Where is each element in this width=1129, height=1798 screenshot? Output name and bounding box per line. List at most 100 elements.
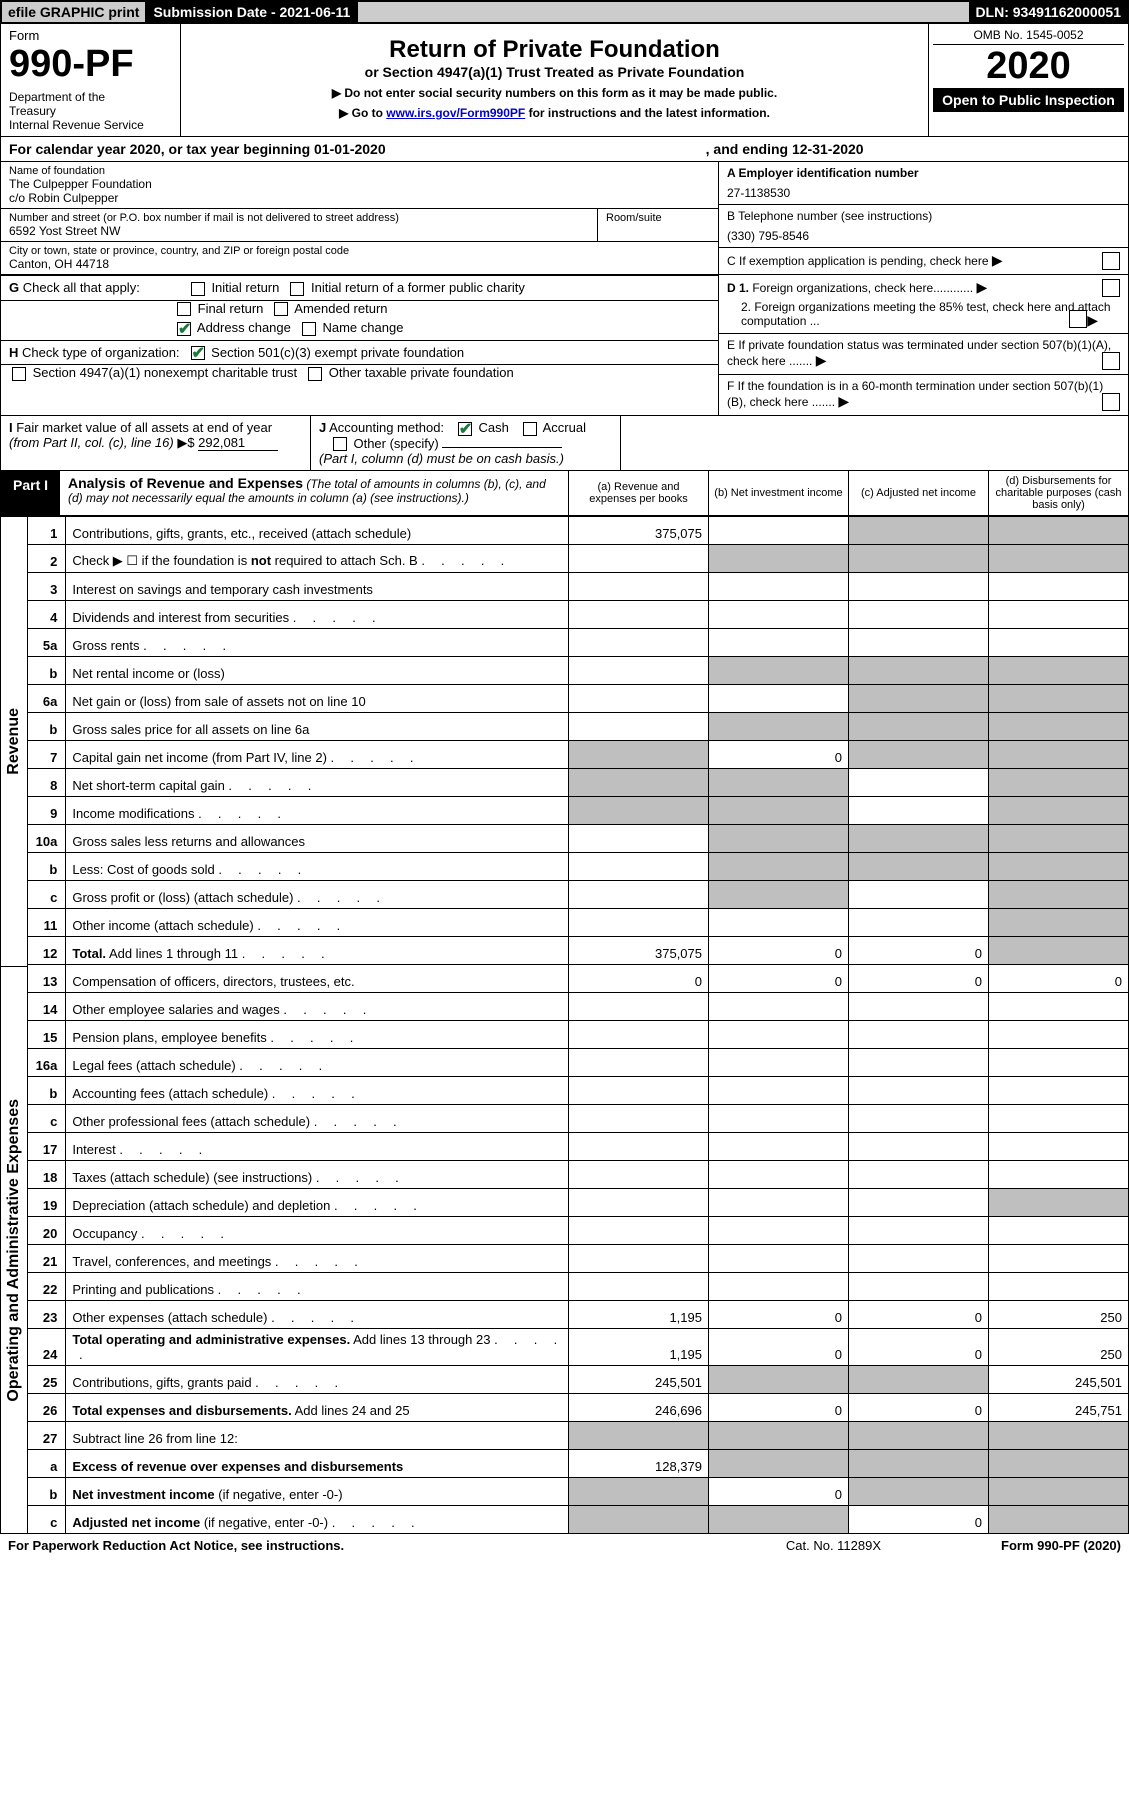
chk-initial[interactable] [191,282,205,296]
ein-value: 27-1138530 [727,186,1120,200]
table-row: 17Interest . . . . . [28,1133,1129,1161]
col-a-hdr: (a) Revenue and expenses per books [568,471,708,515]
table-row: bNet investment income (if negative, ent… [28,1478,1129,1506]
e-label: E If private foundation status was termi… [727,338,1111,368]
revenue-expense-table: 1Contributions, gifts, grants, etc., rec… [27,516,1129,1534]
col-b-hdr: (b) Net investment income [708,471,848,515]
part1-header: Part I Analysis of Revenue and Expenses … [0,471,1129,516]
table-row: 21Travel, conferences, and meetings . . … [28,1245,1129,1273]
table-row: 23Other expenses (attach schedule) . . .… [28,1301,1129,1329]
note-link: ▶ Go to www.irs.gov/Form990PF for instru… [187,106,922,120]
identity-section: Name of foundation The Culpepper Foundat… [0,162,1129,416]
page-footer: For Paperwork Reduction Act Notice, see … [0,1534,1129,1557]
chk-d1[interactable] [1102,279,1120,297]
table-row: bNet rental income or (loss) [28,657,1129,685]
chk-e[interactable] [1102,352,1120,370]
form-title: Return of Private Foundation [187,36,922,64]
chk-amended[interactable] [274,302,288,316]
table-row: 7Capital gain net income (from Part IV, … [28,741,1129,769]
form-number: 990-PF [9,43,172,86]
foundation-name: The Culpepper Foundation [9,177,710,191]
chk-final[interactable] [177,302,191,316]
table-row: 20Occupancy . . . . . [28,1217,1129,1245]
form-word: Form [9,28,172,43]
chk-cash[interactable] [458,422,472,436]
table-row: 4Dividends and interest from securities … [28,601,1129,629]
chk-initial-former[interactable] [290,282,304,296]
chk-accrual[interactable] [523,422,537,436]
care-of: c/o Robin Culpepper [9,191,710,205]
chk-f[interactable] [1102,393,1120,411]
col-c-hdr: (c) Adjusted net income [848,471,988,515]
chk-name-change[interactable] [302,322,316,336]
open-inspection: Open to Public Inspection [933,88,1124,112]
table-row: cOther professional fees (attach schedul… [28,1105,1129,1133]
irs-link[interactable]: www.irs.gov/Form990PF [386,106,525,120]
table-row: 1Contributions, gifts, grants, etc., rec… [28,517,1129,545]
submission-date: Submission Date - 2021-06-11 [147,2,358,22]
table-row: cGross profit or (loss) (attach schedule… [28,881,1129,909]
ein-label: A Employer identification number [727,166,1120,180]
table-row: bLess: Cost of goods sold . . . . . [28,853,1129,881]
form-footer-label: Form 990-PF (2020) [1001,1538,1121,1553]
fmv-value: 292,081 [198,435,278,451]
table-row: 5aGross rents . . . . . [28,629,1129,657]
city-label: City or town, state or province, country… [9,245,710,257]
chk-other-method[interactable] [333,437,347,451]
chk-501c3[interactable] [191,346,205,360]
street-address: 6592 Yost Street NW [9,224,589,238]
efile-label[interactable]: efile GRAPHIC print [2,2,147,22]
table-row: 10aGross sales less returns and allowanc… [28,825,1129,853]
table-row: 25Contributions, gifts, grants paid . . … [28,1366,1129,1394]
table-row: 2Check ▶ ☐ if the foundation is not requ… [28,545,1129,573]
table-row: 19Depreciation (attach schedule) and dep… [28,1189,1129,1217]
dln-label: DLN: 93491162000051 [969,2,1127,22]
table-row: 22Printing and publications . . . . . [28,1273,1129,1301]
chk-c[interactable] [1102,252,1120,270]
revenue-side-label: Revenue [5,708,23,775]
col-d-hdr: (d) Disbursements for charitable purpose… [988,471,1128,515]
table-row: 12Total. Add lines 1 through 11 . . . . … [28,937,1129,965]
table-row: cAdjusted net income (if negative, enter… [28,1506,1129,1534]
c-label: C If exemption application is pending, c… [727,254,989,268]
omb-number: OMB No. 1545-0052 [933,28,1124,45]
form-subtitle: or Section 4947(a)(1) Trust Treated as P… [187,64,922,80]
table-row: 16aLegal fees (attach schedule) . . . . … [28,1049,1129,1077]
table-row: 13Compensation of officers, directors, t… [28,965,1129,993]
chk-address-change[interactable] [177,322,191,336]
table-row: 27Subtract line 26 from line 12: [28,1422,1129,1450]
chk-other-taxable[interactable] [308,367,322,381]
chk-4947[interactable] [12,367,26,381]
note-ssn: ▶ Do not enter social security numbers o… [187,86,922,100]
calendar-year-row: For calendar year 2020, or tax year begi… [0,137,1129,162]
table-row: 8Net short-term capital gain . . . . . [28,769,1129,797]
h-label: H Check type of organization: [9,345,180,360]
d1-label: D 1. Foreign organizations, check here..… [727,279,1120,296]
table-row: 3Interest on savings and temporary cash … [28,573,1129,601]
g-label: G Check all that apply: [9,280,140,295]
table-row: 11Other income (attach schedule) . . . .… [28,909,1129,937]
table-row: 6aNet gain or (loss) from sale of assets… [28,685,1129,713]
expenses-side-label: Operating and Administrative Expenses [5,1099,23,1402]
f-label: F If the foundation is in a 60-month ter… [727,379,1103,409]
city-state-zip: Canton, OH 44718 [9,257,710,271]
dept-label: Department of theTreasuryInternal Revenu… [9,90,172,132]
phone-label: B Telephone number (see instructions) [727,209,1120,223]
part1-label: Part I [1,471,60,515]
catalog-number: Cat. No. 11289X [786,1538,881,1553]
table-row: 14Other employee salaries and wages . . … [28,993,1129,1021]
table-row: bGross sales price for all assets on lin… [28,713,1129,741]
room-label: Room/suite [606,212,710,224]
table-row: 18Taxes (attach schedule) (see instructi… [28,1161,1129,1189]
table-row: 26Total expenses and disbursements. Add … [28,1394,1129,1422]
d2-label: 2. Foreign organizations meeting the 85%… [741,300,1120,328]
tax-year: 2020 [933,45,1124,88]
side-labels: Revenue Operating and Administrative Exp… [0,516,27,1534]
name-label: Name of foundation [9,165,710,177]
table-row: 24Total operating and administrative exp… [28,1329,1129,1366]
i-j-row: I Fair market value of all assets at end… [0,416,1129,471]
top-bar: efile GRAPHIC print Submission Date - 20… [0,0,1129,24]
table-row: bAccounting fees (attach schedule) . . .… [28,1077,1129,1105]
form-header: Form 990-PF Department of theTreasuryInt… [0,24,1129,137]
paperwork-notice: For Paperwork Reduction Act Notice, see … [8,1538,344,1553]
